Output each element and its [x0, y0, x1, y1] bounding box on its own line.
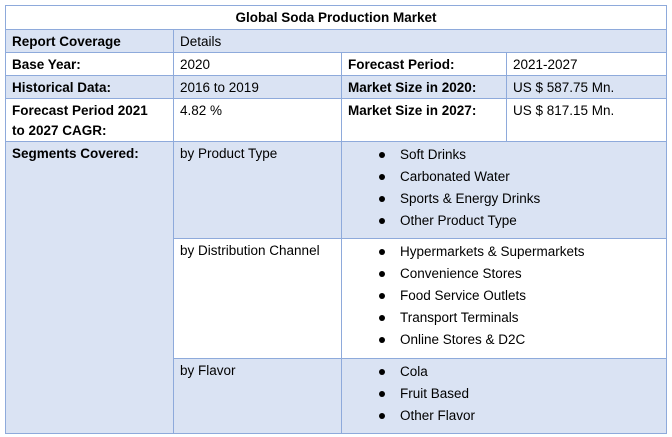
list-item-text: Online Stores & D2C — [400, 332, 526, 347]
bullet-icon — [379, 249, 385, 255]
list-item-text: Convenience Stores — [400, 266, 522, 281]
segments-covered-label: Segments Covered: — [5, 141, 174, 434]
market-size-2027-label: Market Size in 2027: — [341, 98, 507, 142]
market-size-2020-value: US $ 587.75 Mn. — [505, 75, 668, 99]
segment-row: by Flavor Cola Fruit Based Other Flavor — [6, 358, 668, 434]
segment-name: by Product Type — [173, 141, 342, 239]
base-year-value: 2020 — [173, 52, 342, 76]
list-item-text: Soft Drinks — [400, 147, 467, 162]
segment-name: by Distribution Channel — [173, 238, 342, 359]
historical-data-value: 2016 to 2019 — [173, 75, 342, 99]
bullet-icon — [379, 271, 385, 277]
report-coverage-label: Report Coverage — [5, 29, 174, 53]
list-item-text: Fruit Based — [400, 386, 470, 401]
cagr-label: Forecast Period 2021 to 2027 CAGR: — [5, 98, 174, 142]
forecast-period-label: Forecast Period: — [341, 52, 507, 76]
bullet-icon — [379, 293, 385, 299]
list-item-text: Other Product Type — [400, 213, 517, 228]
bullet-icon — [379, 218, 385, 224]
segment-items: Cola Fruit Based Other Flavor — [340, 358, 668, 434]
table-title: Global Soda Production Market — [4, 5, 668, 30]
bullet-icon — [379, 413, 385, 419]
list-item-text: Transport Terminals — [400, 310, 519, 325]
bullet-icon — [379, 391, 385, 397]
list-item: Convenience Stores — [348, 263, 660, 285]
segment-list: Soft Drinks Carbonated Water Sports & En… — [348, 144, 660, 232]
forecast-period-value: 2021-2027 — [505, 52, 668, 76]
list-item: Cola — [348, 361, 660, 383]
list-item-text: Cola — [400, 364, 428, 379]
header-row: Report Coverage Details — [5, 29, 668, 53]
cagr-value: 4.82 % — [173, 98, 342, 142]
cagr-label-line2: to 2027 CAGR: — [12, 123, 107, 138]
segment-list: Cola Fruit Based Other Flavor — [348, 361, 660, 427]
list-item: Soft Drinks — [348, 144, 660, 166]
list-item: Carbonated Water — [348, 166, 660, 188]
table-row: Forecast Period 2021 to 2027 CAGR: 4.82 … — [5, 98, 668, 142]
segment-list: Hypermarkets & Supermarkets Convenience … — [348, 241, 660, 351]
base-year-label: Base Year: — [5, 52, 174, 76]
list-item: Other Flavor — [348, 405, 660, 427]
historical-data-label: Historical Data: — [5, 75, 174, 99]
list-item-text: Food Service Outlets — [400, 288, 527, 303]
market-size-2027-value: US $ 817.15 Mn. — [505, 98, 668, 142]
bullet-icon — [379, 152, 385, 158]
cagr-label-line1: Forecast Period 2021 — [12, 103, 148, 118]
market-report-table: Global Soda Production Market Report Cov… — [4, 5, 668, 434]
table-row: Base Year: 2020 Forecast Period: 2021-20… — [5, 52, 668, 76]
bullet-icon — [379, 174, 385, 180]
market-size-2020-label: Market Size in 2020: — [341, 75, 507, 99]
list-item-text: Sports & Energy Drinks — [400, 191, 541, 206]
list-item: Hypermarkets & Supermarkets — [348, 241, 660, 263]
details-label: Details — [172, 29, 668, 53]
segment-row: Segments Covered: by Product Type Soft D… — [5, 141, 668, 434]
bullet-icon — [379, 337, 385, 343]
table-row: Historical Data: 2016 to 2019 Market Siz… — [5, 75, 668, 99]
list-item-text: Carbonated Water — [400, 169, 510, 184]
list-item: Other Product Type — [348, 210, 660, 232]
bullet-icon — [379, 196, 385, 202]
segment-items: Hypermarkets & Supermarkets Convenience … — [340, 238, 668, 359]
list-item: Transport Terminals — [348, 307, 660, 329]
bullet-icon — [379, 315, 385, 321]
segment-name: by Flavor — [173, 358, 342, 434]
list-item-text: Other Flavor — [400, 408, 476, 423]
list-item: Sports & Energy Drinks — [348, 188, 660, 210]
list-item: Food Service Outlets — [348, 285, 660, 307]
segment-row: by Distribution Channel Hypermarkets & S… — [6, 238, 668, 359]
list-item: Online Stores & D2C — [348, 329, 660, 351]
list-item-text: Hypermarkets & Supermarkets — [400, 244, 585, 259]
bullet-icon — [379, 369, 385, 375]
list-item: Fruit Based — [348, 383, 660, 405]
segment-items: Soft Drinks Carbonated Water Sports & En… — [340, 141, 668, 239]
